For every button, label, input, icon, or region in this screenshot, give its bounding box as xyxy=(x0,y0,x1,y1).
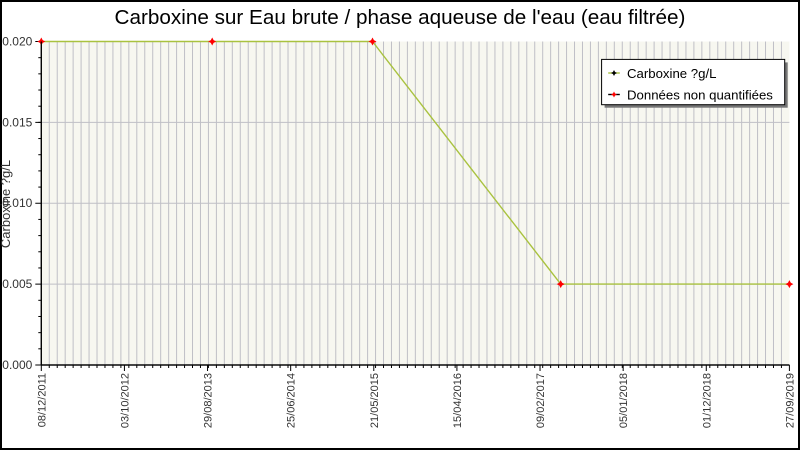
svg-text:25/06/2014: 25/06/2014 xyxy=(286,373,298,428)
svg-text:29/08/2013: 29/08/2013 xyxy=(203,373,215,428)
svg-text:27/09/2019: 27/09/2019 xyxy=(784,373,796,428)
svg-text:09/02/2017: 09/02/2017 xyxy=(535,373,547,428)
svg-text:0.000: 0.000 xyxy=(2,358,32,372)
svg-text:08/12/2011: 08/12/2011 xyxy=(36,373,48,427)
svg-text:Carboxine ?g/L: Carboxine ?g/L xyxy=(0,160,13,248)
svg-text:21/05/2015: 21/05/2015 xyxy=(369,373,381,428)
svg-text:05/01/2018: 05/01/2018 xyxy=(618,373,630,428)
svg-text:15/04/2016: 15/04/2016 xyxy=(452,373,464,428)
svg-text:0.015: 0.015 xyxy=(2,115,32,129)
svg-text:Données non quantifiées: Données non quantifiées xyxy=(627,88,773,103)
svg-text:0.005: 0.005 xyxy=(2,277,32,291)
svg-text:Carboxine ?g/L: Carboxine ?g/L xyxy=(627,66,716,81)
svg-text:0.020: 0.020 xyxy=(2,35,32,49)
svg-text:01/12/2018: 01/12/2018 xyxy=(701,373,713,428)
svg-text:03/10/2012: 03/10/2012 xyxy=(119,373,131,428)
